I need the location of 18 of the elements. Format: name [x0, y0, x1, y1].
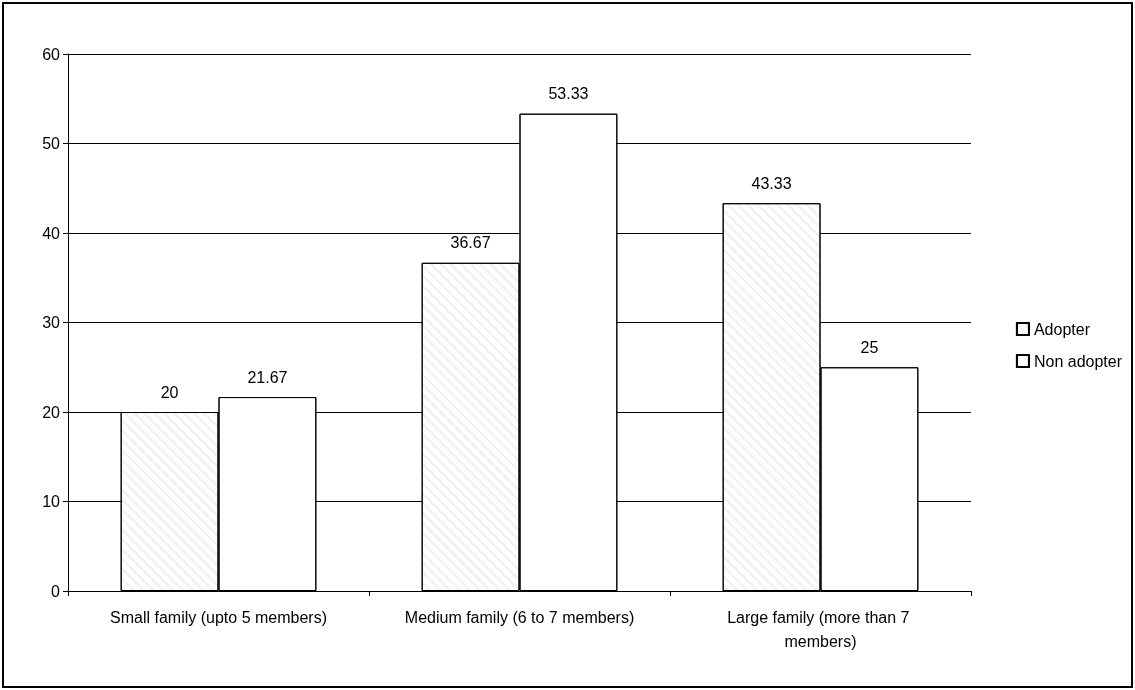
data-label: 53.33	[548, 85, 589, 103]
data-label: 20	[160, 383, 179, 401]
data-label: 21.67	[247, 368, 288, 386]
y-tick-label: 0	[51, 582, 61, 600]
y-tick-label: 40	[42, 224, 61, 242]
data-label: 25	[860, 338, 879, 356]
legend-label: Non adopter	[1033, 352, 1123, 370]
x-tick-label: Large family (more than 7 members)	[727, 608, 914, 650]
y-tick-label: 60	[42, 45, 61, 63]
y-tick-label: 30	[42, 314, 61, 331]
x-tick-label: Small family (upto 5 members)	[110, 608, 327, 626]
y-tick-label: 20	[42, 403, 61, 421]
data-label: 43.33	[751, 174, 792, 192]
y-tick-label: 10	[42, 493, 61, 510]
x-tick-label: Medium family (6 to 7 members)	[404, 608, 635, 626]
data-label: 36.67	[450, 234, 491, 252]
y-tick-label: 50	[42, 135, 61, 152]
legend-label: Adopter	[1033, 320, 1091, 338]
